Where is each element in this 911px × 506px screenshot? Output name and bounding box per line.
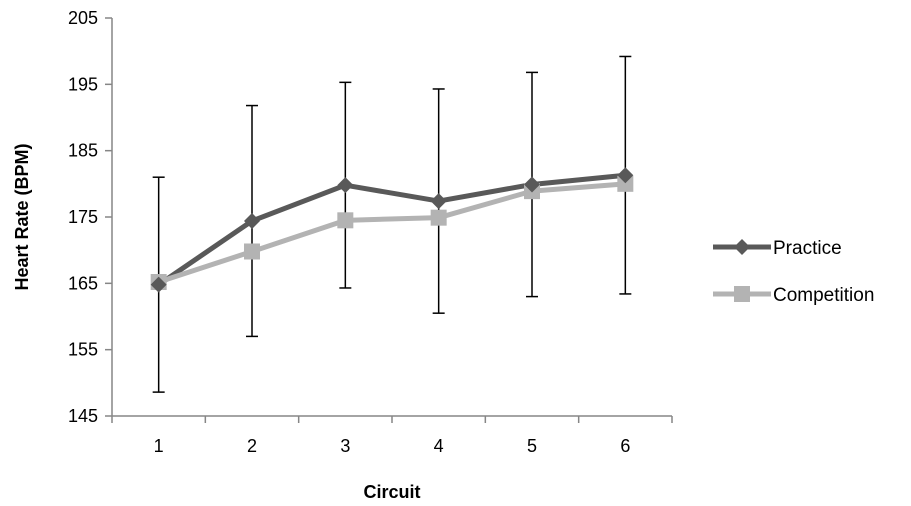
data-point-practice — [150, 276, 167, 293]
x-tick-label: 2 — [247, 436, 257, 456]
legend-item-practice: Practice — [713, 238, 842, 259]
data-point-practice — [244, 212, 260, 229]
x-axis-title: Circuit — [363, 482, 420, 502]
x-axis: 1 2 3 4 5 6 — [111, 415, 673, 456]
data-point-competition — [430, 209, 447, 226]
y-axis-title: Heart Rate (BPM) — [12, 143, 32, 290]
data-point-practice — [430, 193, 447, 210]
legend-label: Practice — [773, 238, 842, 259]
error-bars — [152, 55, 632, 393]
data-point-practice — [337, 177, 354, 194]
data-point-competition — [337, 212, 354, 229]
y-tick-label: 175 — [68, 207, 98, 227]
data-point-practice — [617, 167, 634, 184]
legend-item-competition: Competition — [713, 285, 874, 306]
y-axis: 145 155 165 175 185 195 205 — [68, 8, 113, 426]
legend-label: Competition — [773, 285, 874, 306]
x-tick-label: 6 — [620, 436, 630, 456]
y-tick-label: 155 — [68, 340, 98, 360]
y-tick-label: 145 — [68, 406, 98, 426]
y-tick-label: 195 — [68, 74, 98, 94]
legend-marker-diamond — [734, 239, 750, 255]
data-point-competition — [617, 175, 634, 192]
series-markers — [150, 167, 634, 293]
y-tick-label: 205 — [68, 8, 98, 28]
series-lines — [157, 172, 626, 287]
data-point-practice — [524, 176, 540, 193]
x-tick-label: 4 — [434, 436, 444, 456]
series-line-competition — [157, 181, 626, 285]
series-line-practice — [157, 172, 626, 287]
legend: Practice Competition — [713, 238, 874, 306]
x-tick-label: 1 — [154, 436, 164, 456]
x-tick-label: 3 — [340, 436, 350, 456]
y-tick-label: 185 — [68, 141, 98, 161]
y-tick-label: 165 — [68, 273, 98, 293]
data-point-competition — [244, 243, 260, 260]
x-tick-label: 5 — [527, 436, 537, 456]
legend-marker-square — [734, 286, 750, 302]
